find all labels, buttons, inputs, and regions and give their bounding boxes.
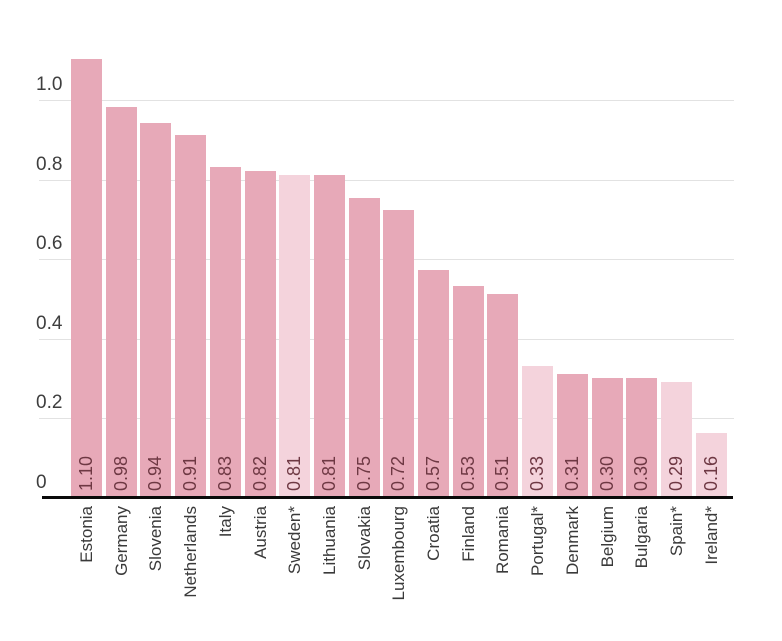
- bar-value-label: 0.83: [214, 455, 235, 491]
- x-axis-line: [42, 496, 733, 499]
- bar-value-label: 1.10: [76, 455, 96, 491]
- x-tick-label: Spain*: [666, 506, 686, 557]
- bar-finland: [452, 286, 484, 497]
- x-tick-label: Germany: [111, 506, 131, 576]
- bar-value-label: 0.72: [388, 455, 409, 491]
- x-tick-label: Netherlands: [181, 506, 201, 598]
- x-tick-label: Estonia: [77, 506, 96, 563]
- bar-value-label: 0.81: [318, 455, 339, 491]
- bar-italy: [209, 167, 241, 497]
- bar-romania: [487, 294, 519, 497]
- bar-luxembourg: [383, 210, 415, 497]
- x-tick-label: Portugal*: [528, 506, 548, 576]
- bar-slovakia: [348, 198, 380, 497]
- x-tick-label: Ireland*: [701, 506, 721, 565]
- gridline: [39, 100, 734, 101]
- y-tick-label: 0.6: [36, 233, 63, 254]
- bar-germany: [105, 107, 137, 497]
- bar-netherlands: [175, 135, 207, 497]
- x-tick-label: Belgium: [597, 506, 617, 568]
- x-tick-label: Finland: [458, 506, 478, 562]
- bar-value-label: 0.81: [284, 455, 305, 491]
- y-tick-label: 0: [36, 472, 47, 493]
- x-tick-label: Croatia: [424, 506, 443, 561]
- bar-value-label: 0.91: [180, 455, 201, 491]
- x-tick-label: Sweden*: [285, 506, 305, 575]
- bar-value-label: 0.51: [492, 455, 513, 491]
- bar-value-label: 0.31: [561, 455, 582, 491]
- y-tick-label: 0.2: [36, 392, 63, 413]
- bar-value-label: 0.53: [457, 455, 478, 491]
- bar-denmark: [556, 374, 588, 497]
- bar-value-label: 0.94: [145, 455, 166, 491]
- bar-portugal: [522, 366, 554, 497]
- x-tick-label: Romania: [493, 506, 513, 575]
- bar-spain: [660, 382, 692, 497]
- x-tick-label: Denmark: [562, 506, 582, 575]
- x-tick-label: Luxembourg: [389, 506, 409, 601]
- bar-austria: [244, 171, 276, 497]
- x-tick-label: Bulgaria: [632, 506, 652, 569]
- bar-sweden: [279, 175, 311, 497]
- bar-value-label: 0.16: [700, 455, 721, 491]
- bar-estonia: [71, 59, 102, 497]
- bar-value-label: 0.82: [249, 455, 270, 491]
- bar-value-label: 0.57: [423, 455, 443, 491]
- x-tick-label: Austria: [250, 506, 270, 559]
- y-tick-label: 0.8: [36, 154, 63, 175]
- gridline: [39, 180, 734, 181]
- y-tick-label: 0.4: [36, 313, 63, 334]
- bar-value-label: 0.30: [596, 455, 617, 491]
- y-tick-label: 1.0: [36, 74, 63, 95]
- x-tick-label: Slovenia: [146, 506, 166, 572]
- x-tick-label: Slovakia: [354, 506, 374, 571]
- bar-value-label: 0.29: [665, 455, 686, 491]
- bar-value-label: 0.98: [110, 455, 131, 491]
- x-tick-label: Lithuania: [319, 506, 339, 576]
- bar-croatia: [418, 270, 449, 497]
- bar-ireland: [695, 433, 727, 497]
- bar-belgium: [591, 378, 623, 497]
- x-tick-label: Italy: [215, 506, 235, 538]
- bar-value-label: 0.30: [631, 455, 652, 491]
- bar-lithuania: [313, 175, 345, 497]
- bar-value-label: 0.75: [353, 455, 374, 491]
- bar-bulgaria: [626, 378, 658, 497]
- bar-value-label: 0.33: [527, 455, 548, 491]
- bar-slovenia: [140, 123, 172, 497]
